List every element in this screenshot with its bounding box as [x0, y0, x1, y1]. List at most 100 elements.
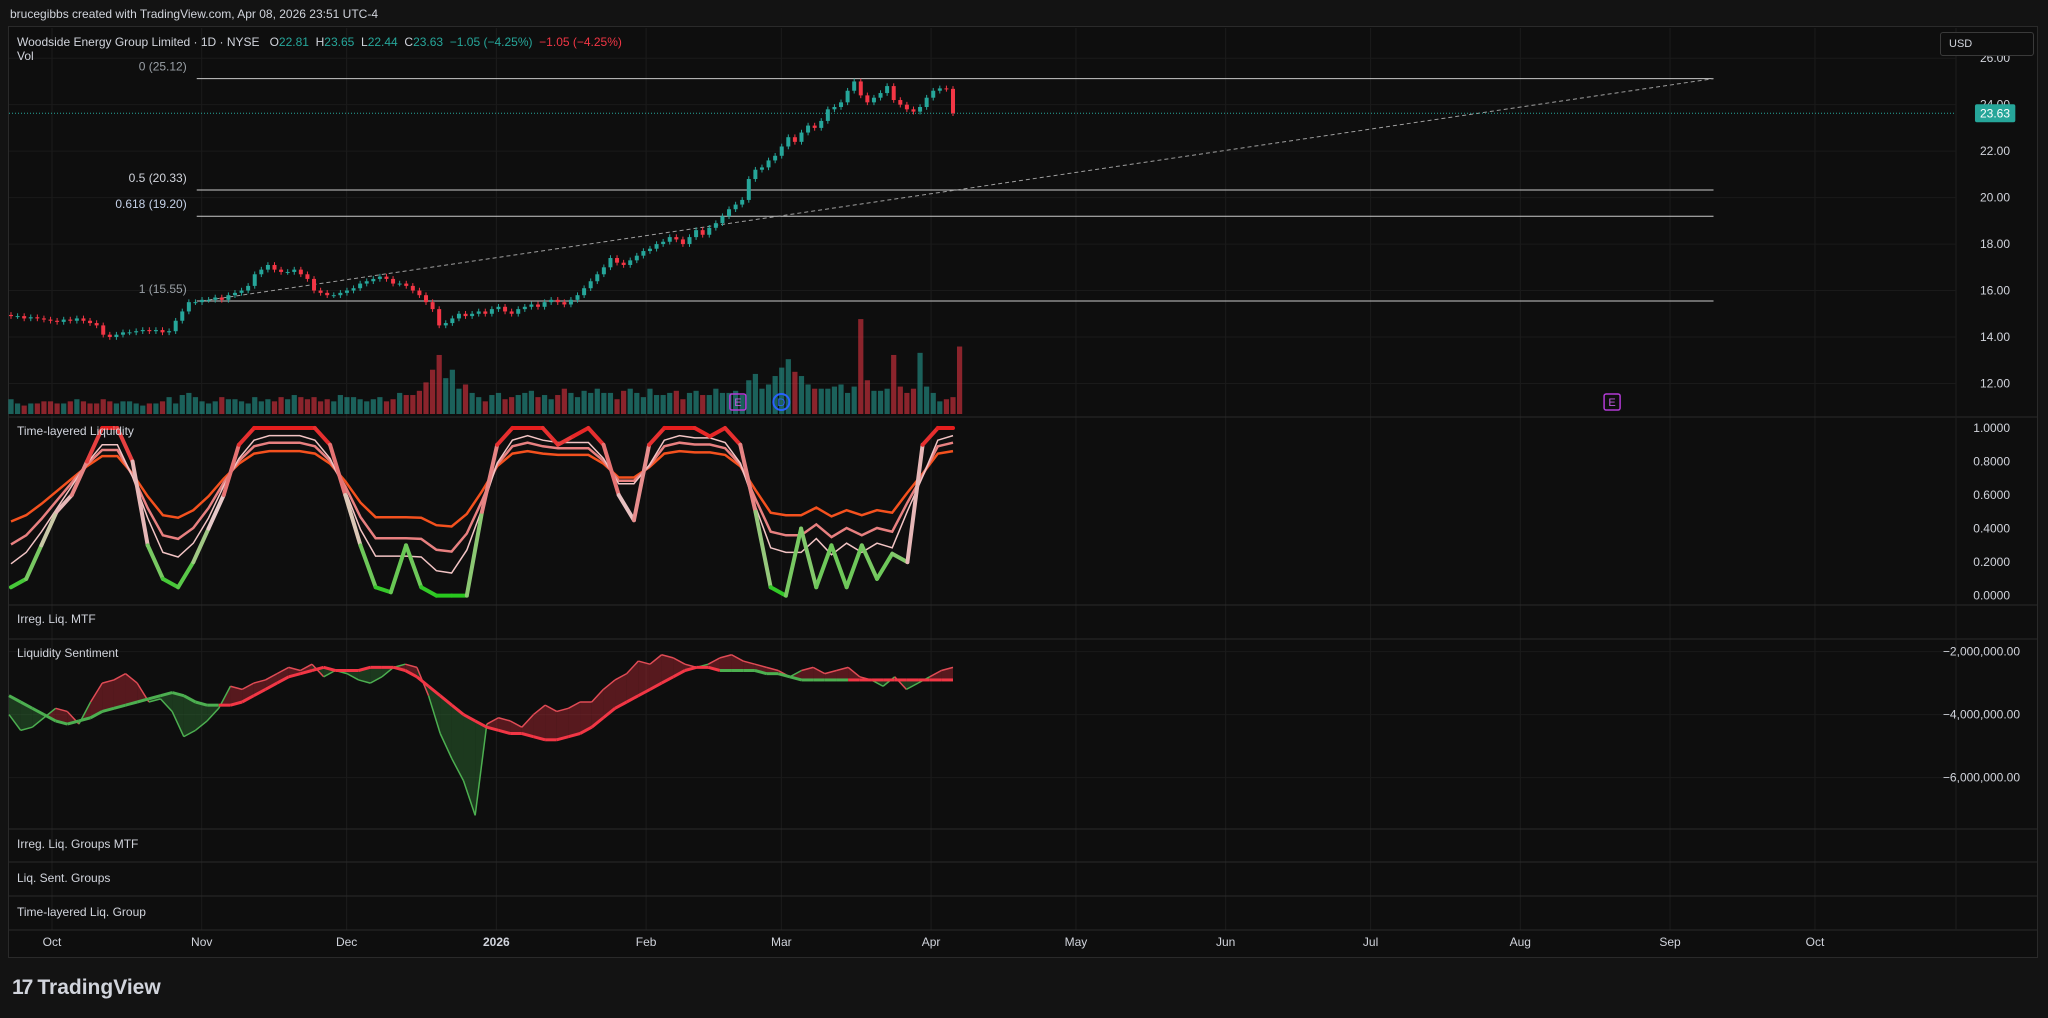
symbol-name[interactable]: Woodside Energy Group Limited · 1D · NYS… — [17, 35, 260, 49]
sentiment-fast-segment — [521, 714, 534, 728]
sentiment-fast-segment — [707, 657, 721, 665]
pane-title-liq-sent-groups[interactable]: Liq. Sent. Groups — [17, 871, 111, 885]
candle-body — [641, 251, 646, 256]
sentiment-fast-segment — [113, 672, 126, 681]
candle-body — [674, 237, 679, 240]
sentiment-fast-segment — [743, 660, 756, 665]
liquidity-base-segment — [829, 543, 849, 590]
sentiment-fast-segment — [929, 669, 942, 678]
sentiment-fast-segment — [323, 669, 336, 678]
pane-title-irreg-liq-mtf[interactable]: Irreg. Liq. MTF — [17, 612, 96, 626]
candle-body — [608, 258, 613, 268]
volume-bar — [324, 399, 330, 414]
sentiment-fast-segment — [568, 701, 581, 709]
sentiment-fill-segment — [638, 661, 650, 696]
candle-body — [384, 276, 389, 279]
sentiment-slow-segment — [533, 735, 546, 742]
sentiment-fast-segment — [89, 682, 103, 703]
sentiment-fill-segment — [230, 686, 243, 706]
dividend-event-label: D — [777, 397, 785, 409]
sentiment-fill-segment — [533, 705, 546, 740]
sentiment-fast-segment — [906, 682, 919, 691]
sentiment-fast-segment — [556, 707, 569, 713]
open-label: O — [269, 35, 279, 49]
low-label: L — [361, 35, 368, 49]
sentiment-fill-segment — [463, 714, 476, 816]
candle-body — [806, 125, 811, 133]
trend-line — [201, 78, 1714, 302]
volume-bar — [864, 380, 870, 414]
pane-title-time-layered-liq-group[interactable]: Time-layered Liq. Group — [17, 905, 146, 919]
candle-body — [476, 311, 481, 314]
volume-bar — [621, 390, 627, 414]
candle-body — [654, 244, 659, 249]
chart-canvas[interactable]: Oct Nov Dec 2026 Feb Mar Apr May Jun Jul Aug Sep Oct… — [0, 0, 2048, 960]
currency-selector[interactable]: USD — [1940, 32, 2034, 56]
volume-bar — [660, 395, 666, 414]
candle-body — [371, 278, 376, 282]
sentiment-fast-segment — [766, 666, 779, 672]
liquidity-base-segment — [495, 426, 515, 447]
liquidity-base-segment — [69, 459, 89, 498]
liquidity-base-segment — [905, 442, 925, 565]
candle-body — [437, 309, 442, 326]
volume-bar — [495, 392, 502, 414]
sentiment-fill-segment — [242, 683, 254, 702]
sentiment-fast-segment — [754, 663, 767, 669]
sentiment-fast-segment — [462, 780, 476, 816]
y-tick-label: 12.00 — [1980, 376, 2010, 390]
sentiment-fast-segment — [102, 679, 115, 684]
sentiment-fast-segment — [276, 666, 290, 675]
candle-body — [377, 276, 382, 279]
pane-title-liquidity-sentiment[interactable]: Liquidity Sentiment — [17, 646, 119, 660]
volume-bar — [739, 395, 745, 414]
sentiment-fill-segment — [358, 667, 371, 684]
liquidity-base-segment — [571, 426, 591, 439]
volume-bar — [410, 395, 416, 414]
tradingview-logo[interactable]: 17 TradingView — [12, 976, 161, 1000]
sentiment-slow-segment — [789, 675, 802, 682]
volume-bar — [126, 401, 133, 414]
candle-body — [707, 227, 712, 235]
sentiment-fast-segment — [812, 666, 826, 675]
sentiment-slow-segment — [358, 665, 371, 672]
sentiment-slow-segment — [707, 665, 721, 672]
candle-body — [628, 260, 633, 265]
pane-title-time-layered-liquidity[interactable]: Time-layered Liquidity — [17, 424, 134, 438]
candle-body — [9, 314, 13, 317]
candle-body — [647, 248, 652, 252]
candle-body — [937, 88, 942, 91]
liquidity-base-segment — [176, 560, 196, 590]
sentiment-fast-segment — [159, 698, 173, 712]
volume-bar — [271, 401, 278, 414]
volume-bar — [910, 388, 917, 414]
volume-bar — [232, 399, 238, 414]
sentiment-slow-segment — [43, 713, 57, 723]
sentiment-slow-segment — [415, 675, 430, 688]
candle-body — [931, 90, 936, 98]
volume-bar — [653, 395, 660, 414]
volume-bar — [449, 369, 455, 414]
sentiment-slow-segment — [171, 691, 185, 698]
volume-bar — [930, 392, 936, 414]
volume-bar — [726, 392, 732, 414]
candle-body — [904, 104, 909, 110]
liquidity-base-segment — [890, 551, 910, 565]
vol-label[interactable]: Vol — [17, 49, 34, 63]
y-tick-label: 20.00 — [1980, 191, 2010, 205]
volume-bar — [87, 403, 93, 414]
candle-body — [535, 304, 540, 307]
pane-title-irreg-liq-groups-mtf[interactable]: Irreg. Liq. Groups MTF — [17, 837, 139, 851]
volume-bar — [443, 378, 449, 414]
volume-bar — [904, 392, 910, 414]
volume-bar — [541, 395, 548, 414]
y-tick-label: 14.00 — [1980, 330, 2010, 344]
candle-body — [483, 311, 488, 314]
sentiment-fast-segment — [8, 714, 22, 731]
sentiment-slow-segment — [474, 719, 488, 729]
candle-body — [292, 269, 297, 272]
sentiment-fast-segment — [719, 654, 732, 659]
sentiment-fast-segment — [941, 666, 954, 672]
sentiment-fill-segment — [20, 702, 33, 731]
liquidity-base-segment — [616, 493, 636, 523]
